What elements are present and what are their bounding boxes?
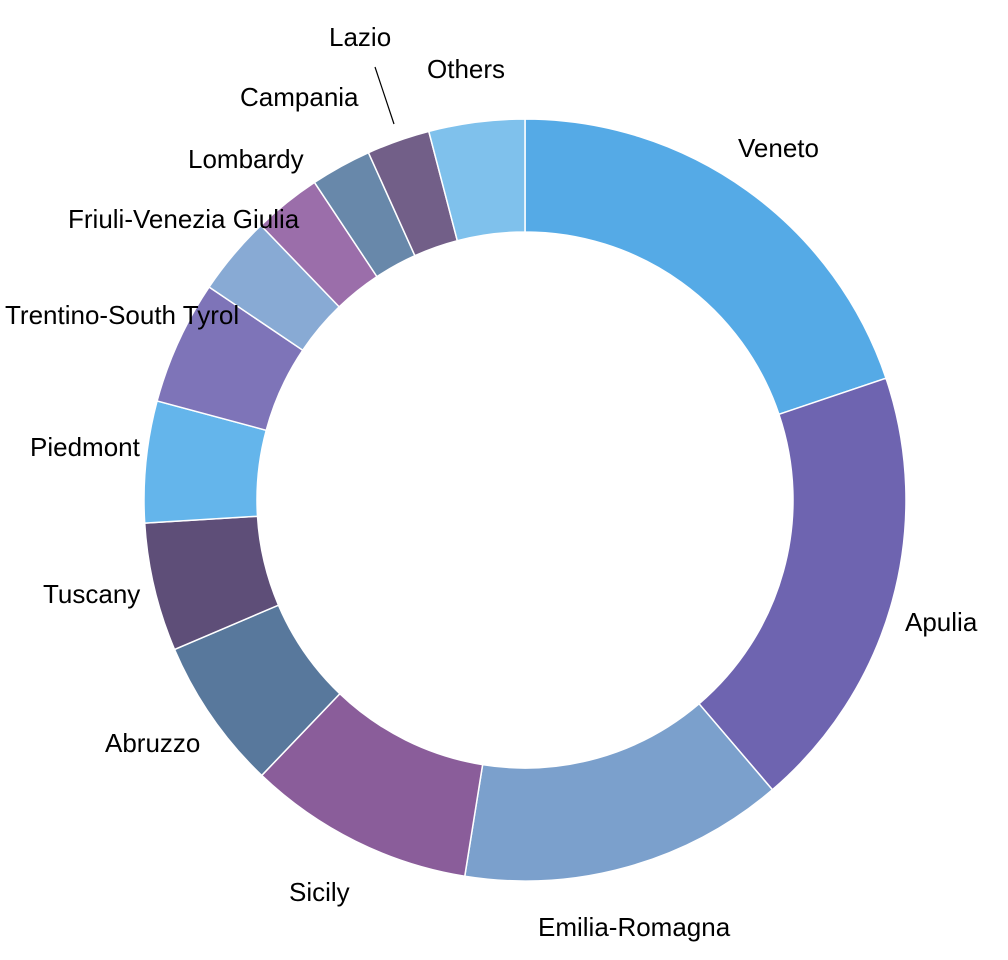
- slices-layer: [143, 118, 907, 882]
- label-abruzzo: Abruzzo: [105, 728, 200, 758]
- label-tuscany: Tuscany: [43, 579, 140, 609]
- label-trentino-south-tyrol: Trentino-South Tyrol: [5, 300, 239, 330]
- label-apulia: Apulia: [905, 607, 978, 637]
- label-lombardy: Lombardy: [188, 144, 304, 174]
- label-others: Others: [427, 54, 505, 84]
- label-friuli-venezia-giulia: Friuli-Venezia Giulia: [68, 204, 300, 234]
- labels-layer: Veneto Apulia Emilia-Romagna Sicily Abruzzo T…: [5, 22, 978, 942]
- slice-others: [427, 118, 526, 242]
- slice-apulia: [697, 377, 907, 791]
- label-lazio: Lazio: [329, 22, 391, 52]
- label-piedmont: Piedmont: [30, 432, 141, 462]
- slice-veneto: [524, 118, 887, 416]
- label-campania: Campania: [240, 82, 359, 112]
- leader-lines-layer: [374, 66, 395, 125]
- label-emilia-romagna: Emilia-Romagna: [538, 912, 731, 942]
- label-sicily: Sicily: [289, 877, 350, 907]
- leader-line-lazio: [374, 66, 395, 125]
- label-veneto: Veneto: [738, 133, 819, 163]
